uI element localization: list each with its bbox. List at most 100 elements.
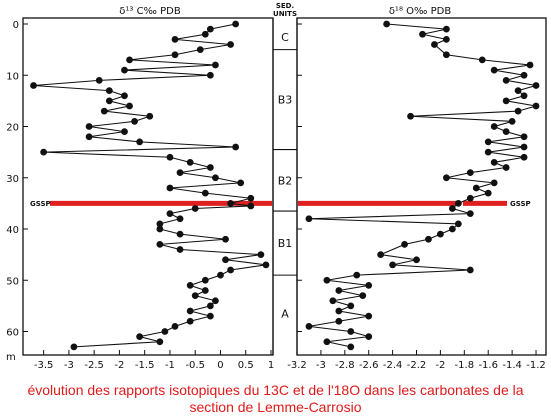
- gssp-label: GSSP: [30, 200, 51, 208]
- x-tick-label: -3: [64, 360, 74, 371]
- data-point: [176, 169, 184, 177]
- data-point: [166, 153, 174, 161]
- data-point: [85, 123, 93, 130]
- data-point: [161, 328, 169, 335]
- data-point: [419, 30, 426, 38]
- data-point: [305, 322, 313, 330]
- data-point: [105, 87, 113, 95]
- data-point: [520, 71, 528, 79]
- data-point: [136, 333, 144, 341]
- data-point: [347, 343, 355, 351]
- data-point: [227, 199, 234, 207]
- data-point: [454, 220, 462, 228]
- data-point: [171, 35, 179, 43]
- sed-units-layer: C B3 B2 B1 A: [273, 31, 297, 321]
- x-tick-label: -1.5: [135, 360, 155, 371]
- data-point: [146, 112, 154, 120]
- data-point: [323, 338, 331, 346]
- x-tick-label: -1.2: [526, 360, 546, 371]
- data-point: [70, 343, 78, 351]
- data-point: [222, 256, 229, 264]
- data-point: [206, 71, 214, 79]
- data-point: [484, 189, 492, 197]
- data-point: [166, 184, 174, 192]
- x-tick-label: -3: [316, 360, 326, 371]
- data-point: [222, 235, 229, 243]
- data-point: [196, 46, 204, 54]
- data-point: [156, 338, 164, 346]
- sed-unit-label: A: [281, 308, 289, 321]
- y-tick-label: 30: [6, 174, 19, 185]
- data-point: [156, 240, 164, 248]
- series-layer: [30, 20, 540, 351]
- data-point: [176, 246, 184, 253]
- data-point: [347, 302, 355, 310]
- sed-units-title-line1: SED.: [276, 2, 294, 10]
- data-point: [466, 210, 474, 218]
- data-point: [227, 266, 234, 274]
- d13c-title: δ¹³ C‰ PDB: [119, 6, 181, 17]
- x-tick-label: -2.2: [407, 360, 427, 371]
- x-tick-label: -2: [435, 360, 445, 371]
- data-point: [526, 61, 534, 69]
- data-point: [212, 174, 219, 182]
- sed-unit-label: B1: [278, 237, 293, 250]
- x-tick-label: -3.2: [287, 360, 307, 371]
- data-point: [520, 143, 528, 151]
- data-point: [206, 302, 214, 310]
- data-point: [347, 328, 355, 335]
- data-point: [85, 133, 93, 141]
- data-point: [323, 276, 331, 284]
- x-tick-label: -3.5: [34, 360, 54, 371]
- data-point: [176, 215, 184, 223]
- series-line: [308, 23, 537, 348]
- data-point: [176, 230, 184, 238]
- y-tick-label: 0: [13, 20, 19, 31]
- data-point: [247, 202, 255, 210]
- sed-unit-label: B3: [278, 94, 293, 107]
- caption-line-2: section de Lemme-Carrosio: [189, 399, 362, 415]
- x-tick-label: -1.4: [502, 360, 522, 371]
- data-point: [206, 25, 214, 33]
- x-tick-label: 1: [268, 360, 274, 371]
- data-point: [401, 240, 408, 248]
- data-point: [532, 82, 540, 89]
- data-point: [121, 66, 128, 74]
- data-point: [466, 169, 474, 177]
- data-point: [105, 97, 113, 105]
- x-tick-label: 0: [217, 360, 223, 371]
- data-point: [232, 143, 240, 151]
- data-point: [247, 194, 255, 202]
- data-point: [100, 107, 108, 115]
- data-point: [448, 225, 456, 233]
- data-point: [30, 82, 37, 89]
- data-point: [335, 287, 343, 294]
- data-point: [413, 256, 420, 264]
- figure-caption: évolution des rapports isotopiques du 13…: [0, 382, 551, 416]
- x-tick-label: 0.5: [238, 360, 254, 371]
- d18o-title: δ¹⁸ O‰ PDB: [389, 6, 452, 17]
- y-tick-label: 20: [6, 123, 19, 134]
- x-tick-label: -2.5: [84, 360, 104, 371]
- data-point: [383, 20, 391, 28]
- data-point: [40, 148, 48, 156]
- data-point: [466, 266, 474, 274]
- data-point: [335, 307, 343, 315]
- data-point: [502, 97, 510, 105]
- data-point: [442, 25, 450, 33]
- data-point: [514, 107, 522, 115]
- figure: δ¹³ C‰ PDB δ¹⁸ O‰ PDB SED. UNITS m C B3 B2…: [6, 2, 547, 371]
- data-point: [201, 287, 209, 294]
- data-point: [212, 61, 219, 69]
- data-point: [206, 312, 214, 320]
- data-point: [365, 333, 373, 341]
- data-point: [121, 92, 128, 100]
- x-tick-label: -1.8: [455, 360, 475, 371]
- data-point: [490, 123, 498, 130]
- data-point: [257, 251, 265, 259]
- data-point: [502, 128, 510, 136]
- sed-unit-label: B2: [278, 174, 293, 187]
- data-point: [425, 235, 432, 243]
- data-point: [305, 215, 313, 223]
- data-point: [490, 179, 498, 187]
